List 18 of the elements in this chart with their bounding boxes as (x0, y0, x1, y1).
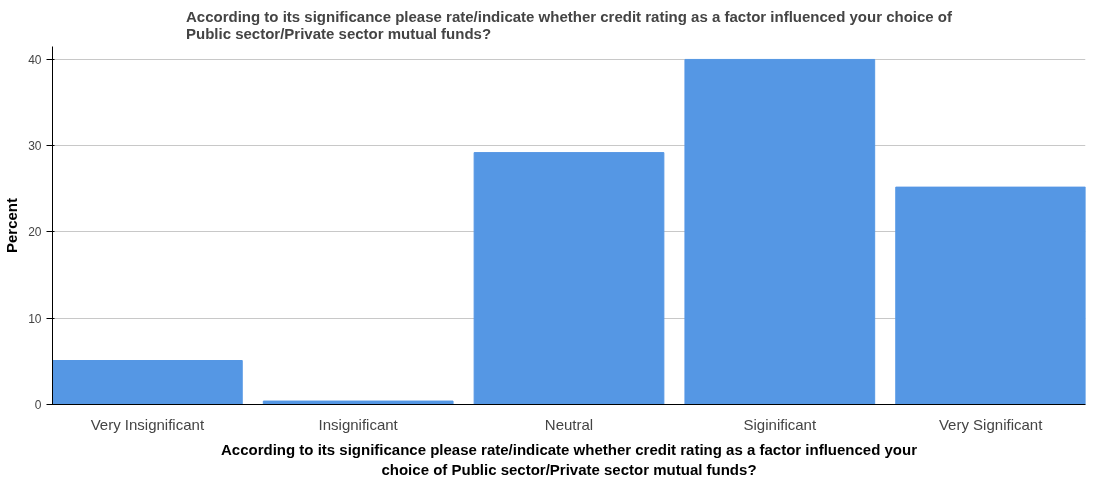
bar (473, 152, 665, 405)
bar (895, 186, 1086, 405)
y-tick-label: 30 (28, 139, 42, 154)
y-tick-label: 0 (34, 398, 42, 412)
x-tick-label: Very Significant (938, 415, 1044, 433)
chart-title: According to its significance please rate/indicate whether credit rating as a factor influenced your choice of Public sector/Private sector mutual funds? (185, 7, 954, 42)
y-tick-label: 20 (28, 225, 42, 240)
y-tick-label: 10 (28, 311, 42, 326)
x-axis-title: According to its significance please rate/indicate whether credit rating as a factor influenced your choice of Public sector/Private sector mutual funds? (220, 440, 918, 478)
bar (52, 360, 243, 405)
bar (684, 58, 876, 405)
bar (262, 400, 454, 405)
y-tick-label: 40 (28, 52, 42, 67)
x-tick-label: Siginificant (743, 415, 817, 433)
x-tick-label: Neutral (544, 415, 594, 433)
x-tick-label: Very Insignificant (90, 415, 205, 433)
x-tick-label: Insignificant (318, 415, 399, 433)
y-axis-title: Percent (3, 197, 21, 254)
